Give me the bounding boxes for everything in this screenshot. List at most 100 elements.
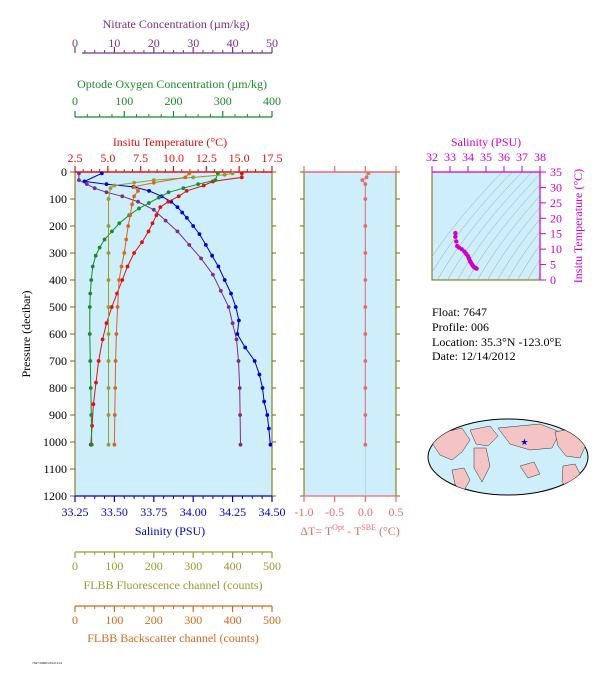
- backscatter-point: [112, 442, 117, 447]
- delta-point: [363, 305, 368, 309]
- backscatter-point: [126, 224, 131, 228]
- fluorescence-tick-label: 0: [72, 559, 78, 573]
- pressure-tick-label: 200: [49, 219, 67, 233]
- temperature-point: [140, 240, 144, 245]
- ts-isopycnal-line: [562, 162, 608, 290]
- temperature-point: [154, 213, 159, 218]
- ts-yaxis-label: Insitu Temperature (°C): [571, 169, 585, 283]
- ts-xtick-label: 38: [534, 150, 546, 164]
- pressure-tick-label: 800: [49, 381, 67, 395]
- nitrate-point: [230, 321, 235, 326]
- ts-isopycnal-line: [537, 275, 540, 280]
- oxygen-point: [146, 201, 151, 205]
- ts-isopycnal-line: [437, 172, 523, 280]
- delta-axis-label: ΔT= TOpt - TSBE (°C): [300, 523, 400, 538]
- backscatter-point: [124, 237, 129, 242]
- pressure-tick-label: 600: [49, 327, 67, 341]
- oxygen-point: [196, 182, 201, 187]
- nitrate-point: [151, 207, 156, 212]
- fluorescence-point: [230, 171, 235, 176]
- nitrate-point: [236, 359, 241, 363]
- fluorescence-point: [106, 278, 111, 282]
- backscatter-tick-label: 300: [184, 613, 202, 627]
- fluorescence-axis: 0 100 200 300 400 500 FLBB Fluorescence chann…: [72, 551, 281, 592]
- temperature-tick-label: 2.5: [68, 151, 83, 165]
- salinity-point: [197, 232, 202, 237]
- pressure-tick-label: 1200: [43, 489, 67, 503]
- oxygen-point: [166, 190, 171, 195]
- delta-label-mid: - T: [344, 524, 362, 538]
- salinity-point: [175, 205, 180, 210]
- salinity-point: [104, 182, 109, 187]
- temperature-point: [184, 189, 189, 193]
- backscatter-axis: 0 100 200 300 400 500 FLBB Backscatter channe…: [72, 605, 281, 645]
- ts-xaxis-label: Salinity (PSU): [451, 135, 521, 149]
- ts-ytick-label: 15: [550, 227, 562, 241]
- temperature-point: [120, 278, 125, 282]
- oxygen-point: [88, 359, 93, 363]
- delta-point: [363, 386, 368, 390]
- ts-isopycnal-line: [432, 172, 513, 273]
- salinity-point: [203, 243, 208, 247]
- nitrate-point: [136, 199, 140, 204]
- backscatter-axis-label: FLBB Backscatter channel (counts): [87, 631, 259, 645]
- temperature-tick-label: 17.5: [262, 151, 283, 165]
- delta-label-sup2: SBE: [361, 523, 376, 532]
- delta-panel: -1.0 -0.5 0.0 0.5 ΔT= TOpt - TSBE (°C): [295, 166, 404, 538]
- oxygen-tick-label: 400: [263, 94, 281, 108]
- pressure-tick-label: 500: [49, 300, 67, 314]
- fluorescence-point: [108, 186, 113, 191]
- nitrate-tick-label: 0: [72, 36, 78, 50]
- temperature-point: [100, 337, 105, 342]
- nitrate-point: [218, 288, 223, 293]
- pressure-tick-label: 1100: [43, 462, 67, 476]
- nitrate-point: [238, 413, 242, 417]
- temperature-point: [132, 251, 137, 255]
- temperature-point: [166, 199, 171, 204]
- oxygen-point: [110, 229, 114, 234]
- nitrate-point: [77, 178, 81, 183]
- pressure-tick-label: 300: [49, 246, 67, 260]
- salinity-point: [222, 278, 227, 282]
- nitrate-axis: Nitrate Concentration (µm/kg) 0 10 20 30 40 5…: [72, 17, 278, 54]
- nitrate-point: [163, 218, 168, 223]
- backscatter-point: [122, 251, 127, 255]
- salinity-point: [180, 210, 185, 215]
- profile-plot-area: [74, 171, 273, 497]
- backscatter-point: [130, 202, 135, 207]
- world-map: ★: [427, 418, 589, 496]
- fluorescence-point: [106, 386, 111, 390]
- backscatter-point: [128, 213, 133, 218]
- delta-point: [363, 413, 368, 417]
- salinity-point: [235, 332, 240, 336]
- temperature-point: [239, 175, 244, 180]
- oxygen-point: [89, 442, 94, 447]
- delta-point: [363, 278, 368, 282]
- backscatter-point: [136, 189, 140, 193]
- backscatter-point: [187, 171, 192, 176]
- ts-xtick-label: 33: [444, 150, 456, 164]
- fluorescence-tick-label: 100: [105, 559, 123, 573]
- temperature-axis-label: Insitu Temperature (°C): [113, 135, 227, 149]
- oxygen-point: [137, 206, 141, 211]
- fluorescence-point: [132, 180, 137, 185]
- salinity-point: [237, 318, 241, 323]
- nitrate-tick-label: 10: [108, 36, 120, 50]
- nitrate-point: [238, 442, 243, 447]
- delta-tick-label: -0.5: [325, 505, 344, 519]
- fluorescence-point: [106, 332, 111, 336]
- pressure-tick-label: 700: [49, 354, 67, 368]
- oxygen-point: [181, 186, 186, 191]
- oxygen-tick-label: 300: [214, 94, 232, 108]
- fluorescence-point: [112, 183, 117, 188]
- oxygen-point: [88, 291, 93, 296]
- salinity-point: [184, 216, 189, 220]
- salinity-axis: 33.25 33.50 33.75 34.00 34.25 34.50 Salinity …: [62, 495, 286, 538]
- oxygen-tick-label: 200: [165, 94, 183, 108]
- temperature-point: [239, 171, 244, 176]
- oxygen-point: [97, 245, 102, 250]
- fluorescence-point: [106, 413, 111, 417]
- oxygen-point: [156, 195, 161, 200]
- temperature-line: [90, 173, 243, 445]
